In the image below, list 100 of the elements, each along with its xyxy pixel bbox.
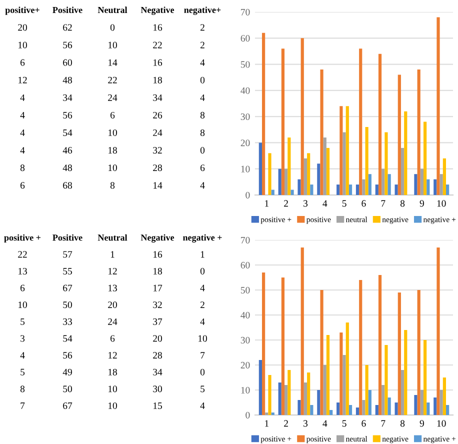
bar xyxy=(317,164,320,195)
text: 4 xyxy=(200,284,205,292)
y-tick-label: 0 xyxy=(246,412,250,418)
y-tick-label: 40 xyxy=(240,312,250,318)
y-tick-label: 30 xyxy=(240,336,250,344)
text: 18 xyxy=(153,268,162,274)
bar xyxy=(304,382,308,415)
text: 48 xyxy=(62,76,72,84)
category-label: positive+ xyxy=(5,6,40,15)
text: 24 xyxy=(153,129,162,136)
bar xyxy=(398,74,401,195)
bar xyxy=(378,54,382,195)
bar xyxy=(384,132,388,195)
bar xyxy=(382,168,385,195)
x-tick-label: 2 xyxy=(284,420,288,427)
text: 2 xyxy=(200,42,204,48)
text: 67 xyxy=(63,284,72,292)
text: 34 xyxy=(153,368,162,376)
bar xyxy=(284,168,288,195)
x-tick-label: 10 xyxy=(437,420,446,427)
bar xyxy=(365,365,368,415)
text: 10 xyxy=(18,42,27,48)
x-tick-label: 9 xyxy=(420,200,424,207)
bar xyxy=(330,410,333,415)
text: 4 xyxy=(200,59,205,66)
bar xyxy=(348,184,352,195)
bar xyxy=(414,174,418,195)
text: 20 xyxy=(18,24,27,31)
text: 34 xyxy=(63,94,72,101)
text: 49 xyxy=(62,368,72,376)
bar xyxy=(348,405,352,415)
y-tick-label: 40 xyxy=(240,87,250,94)
text: 10 xyxy=(198,335,207,342)
text: 2 xyxy=(200,24,204,31)
text: 4 xyxy=(20,130,25,136)
y-tick-label: 10 xyxy=(241,166,250,172)
bar xyxy=(359,280,362,415)
bar xyxy=(414,395,418,415)
text: 8 xyxy=(20,386,25,392)
x-tick-label: 8 xyxy=(400,420,405,427)
y-tick-label: 20 xyxy=(240,140,250,146)
category-label: positive + xyxy=(4,234,41,243)
bar xyxy=(290,190,294,195)
text: 5 xyxy=(200,386,205,392)
text: 33 xyxy=(63,318,72,325)
bar xyxy=(340,332,343,415)
bar xyxy=(323,365,326,415)
bar xyxy=(336,184,340,195)
bar xyxy=(356,184,360,195)
text: 4 xyxy=(200,318,205,325)
bar xyxy=(258,142,262,195)
bar xyxy=(368,174,372,195)
y-tick-label: 70 xyxy=(241,8,250,16)
text: 5 xyxy=(20,368,25,376)
text: 4 xyxy=(20,112,25,118)
text: 6 xyxy=(200,164,205,172)
text: 37 xyxy=(153,318,162,325)
bar xyxy=(434,398,437,415)
bar xyxy=(278,382,282,415)
text: 0 xyxy=(200,368,205,376)
text: 12 xyxy=(18,76,27,84)
x-tick-label: 6 xyxy=(362,200,366,207)
text: 18 xyxy=(153,76,162,84)
text: 56 xyxy=(63,352,72,359)
text: 60 xyxy=(63,59,72,66)
bar xyxy=(420,390,424,415)
text: 8 xyxy=(110,182,115,189)
text: 18 xyxy=(108,147,117,154)
text: 17 xyxy=(153,284,162,292)
text: 30 xyxy=(153,386,162,392)
text: 12 xyxy=(108,352,117,358)
bar xyxy=(375,184,378,195)
text: 6 xyxy=(20,59,25,66)
x-tick-label: 1 xyxy=(265,420,268,427)
text: 12 xyxy=(108,268,117,274)
text: 10 xyxy=(18,302,27,308)
bar xyxy=(288,370,291,415)
bar xyxy=(268,375,272,415)
bar xyxy=(394,184,398,195)
bar xyxy=(434,179,437,195)
text: 4 xyxy=(200,182,205,189)
bar xyxy=(400,370,404,415)
category-label: negative+ xyxy=(184,6,221,15)
text: 8 xyxy=(20,164,25,172)
bar xyxy=(423,122,427,195)
bar xyxy=(304,158,308,195)
bar xyxy=(394,402,398,415)
text: 2 xyxy=(200,302,204,308)
x-tick-label: 7 xyxy=(381,420,386,427)
text: 4 xyxy=(200,94,205,101)
bar xyxy=(442,378,446,415)
bar xyxy=(346,106,349,195)
text: 22 xyxy=(108,76,117,84)
text: 6 xyxy=(110,335,115,342)
bar xyxy=(446,184,450,195)
text: 8 xyxy=(200,112,205,118)
bar xyxy=(404,330,408,415)
bar xyxy=(284,385,288,415)
bar xyxy=(310,405,314,415)
bar xyxy=(307,372,310,415)
